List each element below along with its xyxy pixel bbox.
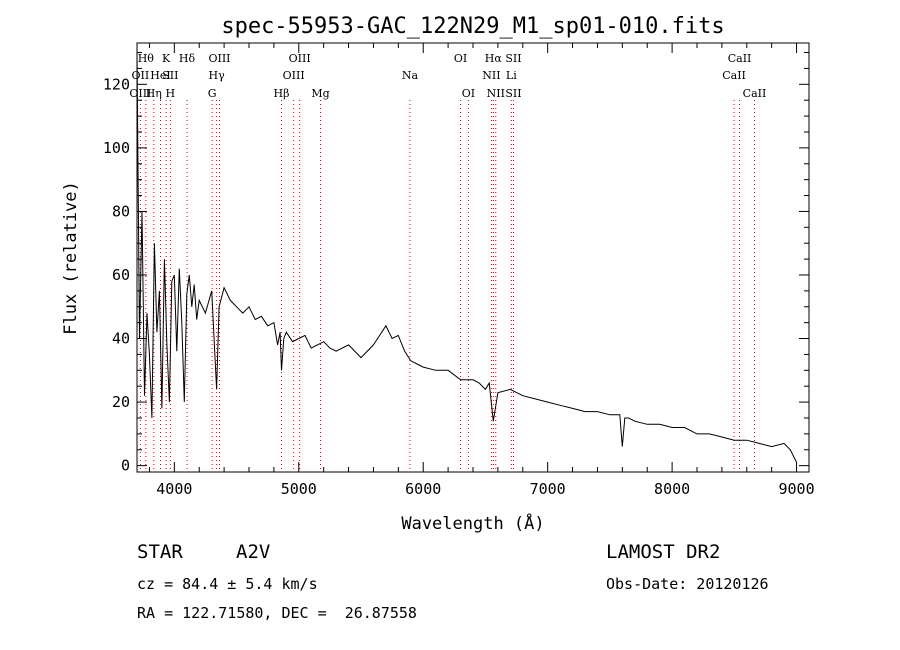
line-marker-label: G: [208, 87, 217, 100]
x-axis-label: Wavelength (Å): [401, 512, 544, 534]
line-marker-label: Mg: [311, 87, 329, 100]
chart-title: spec-55953-GAC_122N29_M1_sp01-010.fits: [221, 14, 724, 39]
y-tick-label: 0: [121, 457, 130, 475]
line-marker-label: CaII: [728, 52, 752, 65]
line-marker-label: SII: [505, 52, 521, 65]
line-marker-label: OII: [132, 69, 150, 82]
line-marker-label: HeI: [150, 69, 170, 82]
y-tick-label: 120: [103, 75, 130, 93]
line-marker-label: OI: [454, 52, 467, 65]
line-marker-label: OIII: [208, 52, 230, 65]
plot-frame: [136, 42, 810, 473]
line-marker-label: NII: [482, 69, 500, 82]
line-marker-label: Hη: [146, 87, 162, 100]
x-tick-label: 8000: [654, 480, 690, 498]
observation-date: Obs-Date: 20120126: [606, 575, 769, 593]
line-marker-label: OIII: [283, 69, 305, 82]
line-marker-label: Hα: [485, 52, 503, 65]
line-marker-label: NII: [487, 87, 505, 100]
line-marker-label: Hδ: [179, 52, 196, 65]
line-marker-label: SII: [505, 87, 521, 100]
line-marker-label: Li: [506, 69, 517, 82]
axis-ticks: 4000 5000 6000 7000 8000 9000 0 20 40 60 80 100 120: [103, 43, 815, 498]
y-tick-label: 60: [112, 266, 130, 284]
y-tick-label: 20: [112, 393, 130, 411]
object-subclass: A2V: [236, 541, 271, 563]
x-tick-label: 4000: [156, 480, 192, 498]
line-marker-label: K: [162, 52, 171, 65]
survey-name: LAMOST DR2: [606, 541, 721, 563]
line-marker-label: SII: [162, 69, 178, 82]
y-tick-label: 100: [103, 139, 130, 157]
y-tick-label: 80: [112, 202, 130, 220]
line-marker-label: Hγ: [209, 69, 226, 82]
line-marker-label: H: [166, 87, 176, 100]
line-marker-label: Hθ: [138, 52, 155, 65]
x-tick-label: 5000: [281, 480, 317, 498]
x-tick-label: 7000: [530, 480, 566, 498]
line-marker-label: OIII: [129, 87, 151, 100]
redshift-cz: cz = 84.4 ± 5.4 km/s: [137, 575, 318, 593]
x-tick-label: 6000: [405, 480, 441, 498]
y-axis-label: Flux (relative): [61, 181, 81, 335]
line-marker-label: Hβ: [274, 87, 290, 100]
spectrum-series-line: [136, 52, 798, 463]
line-marker-label: CaII: [743, 87, 767, 100]
object-class: STAR: [137, 541, 183, 563]
x-tick-label: 9000: [778, 480, 814, 498]
ra-dec-coords: RA = 122.71580, DEC = 26.87558: [137, 604, 417, 622]
line-marker-label: OI: [462, 87, 475, 100]
y-tick-label: 40: [112, 330, 130, 348]
line-marker-label: Na: [402, 69, 419, 82]
line-marker-label: CaII: [722, 69, 746, 82]
line-marker-label: OIII: [289, 52, 311, 65]
